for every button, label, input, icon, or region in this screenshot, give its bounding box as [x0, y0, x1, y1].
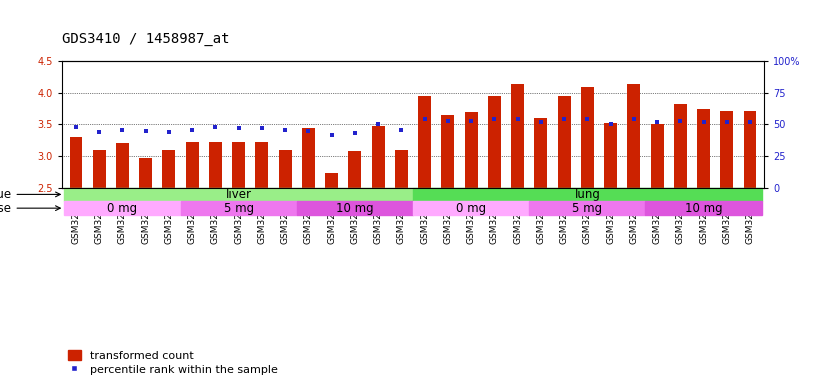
Bar: [743, 111, 757, 187]
Bar: [581, 87, 594, 187]
Point: [464, 118, 477, 124]
Bar: [441, 115, 454, 187]
Bar: [69, 137, 83, 187]
Legend: transformed count, percentile rank within the sample: transformed count, percentile rank withi…: [68, 350, 278, 375]
Text: lung: lung: [574, 188, 601, 201]
Point: [720, 119, 733, 125]
Point: [674, 118, 687, 124]
Bar: [372, 126, 385, 187]
Point: [697, 119, 710, 125]
Bar: [720, 111, 733, 187]
Bar: [93, 150, 106, 187]
Point: [651, 119, 664, 125]
Point: [93, 129, 106, 135]
Bar: [604, 122, 617, 187]
Bar: [349, 151, 361, 187]
Bar: [534, 118, 548, 187]
Text: liver: liver: [225, 188, 252, 201]
Bar: [181, 201, 297, 215]
Bar: [418, 96, 431, 187]
Point: [325, 131, 338, 137]
Bar: [116, 143, 129, 187]
Bar: [529, 201, 645, 215]
Point: [301, 128, 315, 134]
Bar: [278, 150, 292, 187]
Text: tissue: tissue: [0, 188, 60, 201]
Point: [441, 118, 454, 124]
Bar: [697, 109, 710, 187]
Bar: [674, 104, 686, 187]
Bar: [64, 201, 181, 215]
Point: [604, 121, 617, 127]
Point: [534, 119, 548, 125]
Point: [349, 130, 362, 136]
Text: 10 mg: 10 mg: [336, 202, 373, 215]
Point: [232, 125, 245, 131]
Text: GDS3410 / 1458987_at: GDS3410 / 1458987_at: [62, 32, 230, 46]
Bar: [140, 158, 152, 187]
Point: [186, 126, 199, 132]
Text: 10 mg: 10 mg: [685, 202, 723, 215]
Point: [743, 119, 757, 125]
Bar: [163, 150, 175, 187]
Point: [558, 116, 571, 122]
Bar: [651, 124, 663, 187]
Point: [488, 116, 501, 122]
Bar: [413, 187, 762, 201]
Bar: [413, 201, 529, 215]
Bar: [488, 96, 501, 187]
Point: [116, 126, 129, 132]
Bar: [558, 96, 571, 187]
Bar: [645, 201, 762, 215]
Point: [511, 116, 525, 122]
Point: [162, 129, 175, 135]
Point: [69, 124, 83, 130]
Text: 0 mg: 0 mg: [107, 202, 137, 215]
Bar: [209, 142, 222, 187]
Bar: [297, 201, 413, 215]
Text: 5 mg: 5 mg: [224, 202, 254, 215]
Bar: [325, 173, 338, 187]
Point: [418, 116, 431, 122]
Bar: [628, 83, 640, 187]
Text: dose: dose: [0, 202, 60, 215]
Point: [139, 128, 152, 134]
Point: [395, 126, 408, 132]
Text: 0 mg: 0 mg: [456, 202, 487, 215]
Bar: [302, 127, 315, 187]
Point: [627, 116, 640, 122]
Bar: [465, 112, 477, 187]
Bar: [232, 142, 245, 187]
Text: 5 mg: 5 mg: [572, 202, 602, 215]
Point: [278, 126, 292, 132]
Point: [372, 121, 385, 127]
Bar: [511, 83, 524, 187]
Bar: [395, 150, 408, 187]
Bar: [186, 142, 198, 187]
Point: [581, 116, 594, 122]
Point: [209, 124, 222, 130]
Bar: [64, 187, 413, 201]
Bar: [255, 142, 268, 187]
Point: [255, 125, 268, 131]
